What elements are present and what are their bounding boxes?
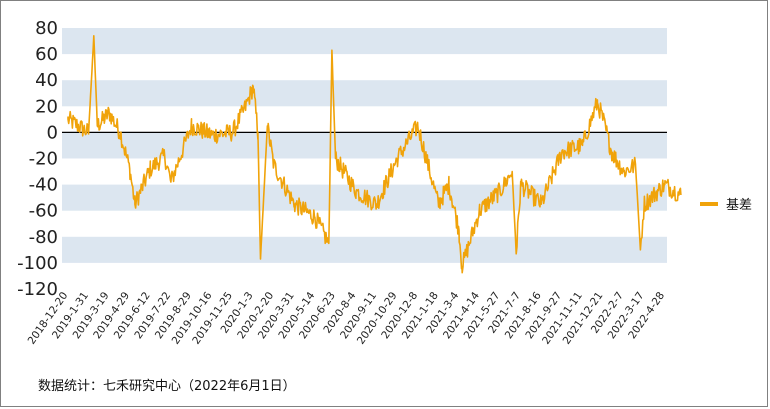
y-tick-label: -80 bbox=[29, 227, 58, 248]
y-tick-label: -120 bbox=[17, 279, 58, 300]
y-tick-label: -20 bbox=[29, 149, 58, 170]
grid-band bbox=[62, 132, 667, 159]
grid-band bbox=[62, 236, 667, 263]
series-lines bbox=[67, 34, 682, 274]
y-tick-label: 40 bbox=[35, 70, 58, 91]
y-tick-label: 0 bbox=[47, 122, 58, 143]
legend-swatch bbox=[700, 201, 718, 206]
legend-label: 基差 bbox=[726, 198, 753, 213]
series-line-basis bbox=[67, 34, 682, 274]
y-tick-label: 20 bbox=[35, 96, 58, 117]
y-tick-label: -60 bbox=[29, 201, 58, 222]
source-note: 数据统计：七禾研究中心（2022年6月1日） bbox=[38, 379, 296, 394]
y-tick-label: 80 bbox=[35, 18, 58, 39]
grid-band bbox=[62, 28, 667, 55]
x-axis-ticks: 2018-12-202019-1-312019-3-192019-4-29201… bbox=[26, 290, 668, 347]
legend: 基差 bbox=[700, 194, 752, 213]
y-tick-label: 60 bbox=[35, 44, 58, 65]
grid-bands bbox=[62, 28, 667, 263]
grid-band bbox=[62, 80, 667, 107]
y-tick-label: -100 bbox=[17, 253, 58, 274]
y-tick-label: -40 bbox=[29, 175, 58, 196]
y-axis-ticks: 80 60 40 20 0 -20 -40 -60 -80 -100 -120 bbox=[17, 18, 58, 300]
